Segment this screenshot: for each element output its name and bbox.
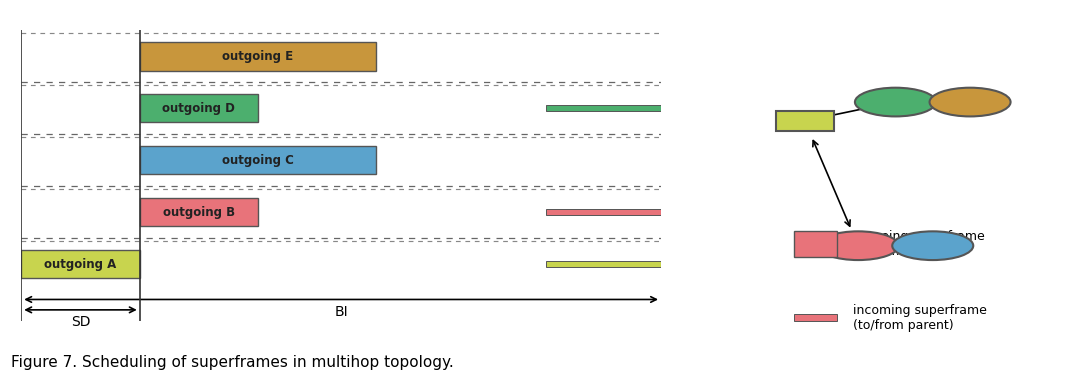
FancyBboxPatch shape	[21, 250, 140, 279]
FancyBboxPatch shape	[140, 198, 258, 226]
Text: outgoing B: outgoing B	[163, 206, 235, 218]
Text: C: C	[927, 239, 938, 253]
Text: SD: SD	[70, 315, 91, 329]
Text: Figure 7. Scheduling of superframes in multihop topology.: Figure 7. Scheduling of superframes in m…	[11, 355, 453, 370]
FancyBboxPatch shape	[546, 261, 661, 267]
Text: A: A	[800, 114, 810, 128]
Text: E: E	[966, 95, 974, 109]
Text: incoming superframe
(to/from parent): incoming superframe (to/from parent)	[853, 304, 987, 332]
FancyBboxPatch shape	[140, 146, 376, 175]
FancyBboxPatch shape	[140, 42, 376, 71]
FancyBboxPatch shape	[546, 105, 661, 112]
Text: outgoing C: outgoing C	[222, 154, 294, 167]
Text: outgoing E: outgoing E	[223, 50, 293, 63]
Text: outgoing D: outgoing D	[162, 102, 236, 115]
Text: outgoing superframe
(to/from children): outgoing superframe (to/from children)	[853, 230, 985, 258]
Text: outgoing A: outgoing A	[45, 258, 116, 271]
FancyBboxPatch shape	[546, 209, 661, 215]
Text: D: D	[890, 95, 901, 109]
FancyBboxPatch shape	[140, 94, 258, 122]
Text: B: B	[853, 239, 863, 253]
Text: BI: BI	[335, 305, 348, 319]
